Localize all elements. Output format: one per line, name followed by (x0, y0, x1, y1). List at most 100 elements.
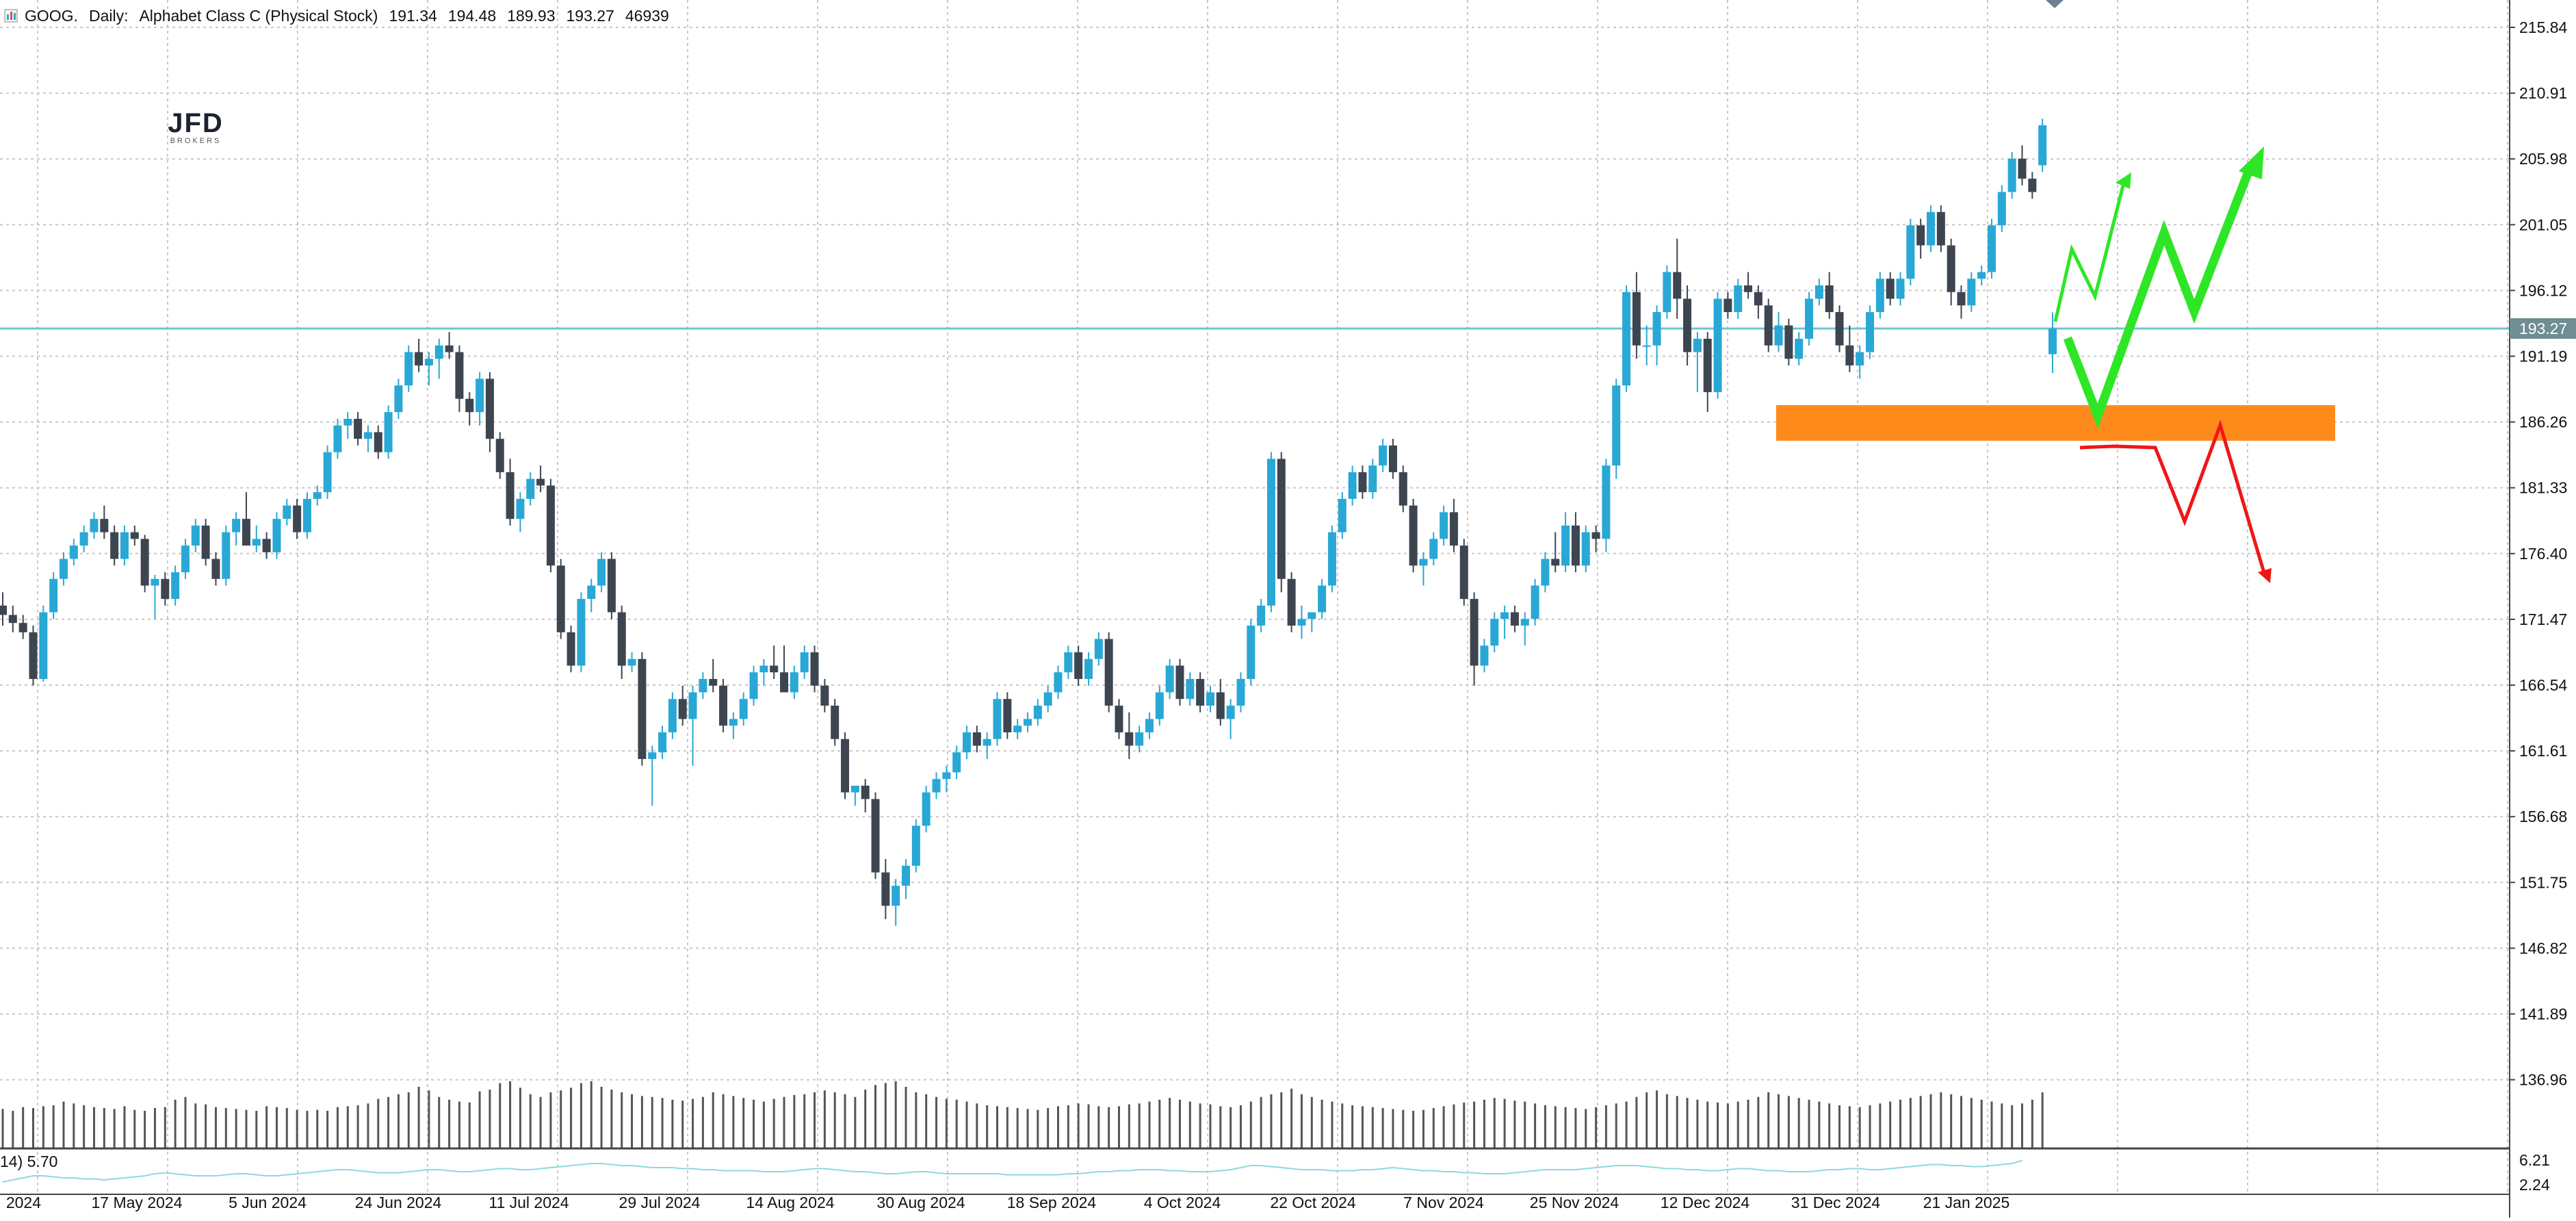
bullish-scenario-thick[interactable] (2063, 146, 2264, 429)
candle-body (151, 578, 159, 586)
price-tick-label: 136.96 (2519, 1071, 2567, 1089)
candle-body (1927, 211, 1936, 246)
candle-body (49, 578, 58, 613)
candle (871, 792, 880, 879)
candle-body (810, 652, 819, 686)
candle-body (18, 623, 27, 632)
candle (1936, 205, 1945, 253)
candle (1338, 492, 1346, 539)
candle (0, 592, 7, 626)
low-value: 189.93 (507, 6, 556, 25)
candle (181, 539, 190, 579)
price-tick-label: 171.47 (2519, 610, 2567, 628)
candle-body (1490, 619, 1499, 646)
bearish-scenario[interactable] (2079, 420, 2272, 583)
candle (780, 645, 789, 693)
candle-body (516, 498, 525, 519)
candle (678, 685, 687, 726)
candle (333, 418, 342, 459)
candle (1927, 205, 1936, 253)
candle-body (1327, 532, 1336, 586)
candle-body (1784, 325, 1793, 359)
candle-body (1398, 472, 1407, 506)
candle (1206, 685, 1214, 712)
candle-body (1206, 692, 1214, 706)
candle (952, 745, 961, 780)
candle (911, 819, 920, 873)
candle-body (1703, 338, 1712, 392)
candle-body (8, 615, 17, 624)
candle (1449, 498, 1458, 552)
candle (2028, 172, 2037, 199)
candle (1257, 599, 1266, 632)
candle (1104, 632, 1113, 712)
bull-path-thin (2053, 182, 2126, 322)
candle-body (1825, 285, 1834, 312)
candle-body (384, 412, 393, 452)
candle-body (201, 525, 210, 559)
candle (1196, 672, 1205, 712)
time-tick-label: 2024 (6, 1194, 41, 1211)
candle-body (1165, 665, 1174, 693)
candle (1734, 279, 1743, 319)
candle-body (1104, 639, 1113, 706)
candle (1642, 325, 1651, 365)
candle-body (1480, 645, 1489, 666)
candle-body (1409, 505, 1418, 566)
candles (0, 118, 2057, 926)
bear-path (2079, 420, 2267, 576)
bullish-scenario-thin[interactable] (2053, 172, 2131, 322)
candle-body (90, 519, 99, 532)
candle-body (293, 505, 302, 532)
candle (272, 512, 281, 559)
candle-body (831, 706, 840, 739)
candle (232, 512, 241, 546)
candle-body (1886, 279, 1895, 299)
candle-body (1754, 292, 1762, 306)
candle-body (1257, 605, 1266, 626)
candle-body (1470, 599, 1479, 666)
candle-body (1318, 585, 1327, 613)
candle (1723, 292, 1732, 319)
candle-body (1033, 706, 1042, 719)
candle (1866, 305, 1875, 359)
candle (465, 391, 474, 426)
candle (709, 658, 718, 693)
candle (810, 645, 819, 693)
candle (1845, 325, 1854, 372)
candle (1967, 272, 1976, 312)
candle (1043, 685, 1052, 712)
support-zone[interactable] (1776, 405, 2335, 441)
candle-body (749, 672, 758, 699)
candle-body (1115, 706, 1123, 733)
candle (394, 378, 403, 419)
candle (1348, 465, 1357, 506)
candle (201, 519, 210, 566)
candle-body (556, 565, 565, 632)
candle-body (191, 525, 200, 546)
candle-body (363, 432, 372, 439)
candle-body (1226, 706, 1235, 719)
candle (1064, 645, 1073, 680)
candle-body (1074, 652, 1083, 680)
candle (567, 626, 575, 673)
candle-body (850, 785, 859, 793)
candle (942, 765, 951, 793)
candle (1266, 452, 1275, 613)
candle-body (993, 699, 1002, 739)
symbol-icon (4, 9, 18, 23)
candle-body (1216, 692, 1225, 719)
bull-path-thick (2063, 163, 2256, 429)
candle-body (1988, 225, 1996, 272)
candle (262, 532, 271, 559)
time-tick-label: 25 Nov 2024 (1530, 1194, 1619, 1211)
candle (1754, 285, 1762, 319)
candle-body (902, 865, 911, 886)
candle-body (546, 485, 555, 566)
candle-body (1247, 626, 1256, 680)
candle (1155, 685, 1164, 726)
bear-arrowhead (2258, 568, 2272, 583)
candle-body (506, 472, 515, 519)
indicator-line-layer (2, 1159, 2022, 1183)
